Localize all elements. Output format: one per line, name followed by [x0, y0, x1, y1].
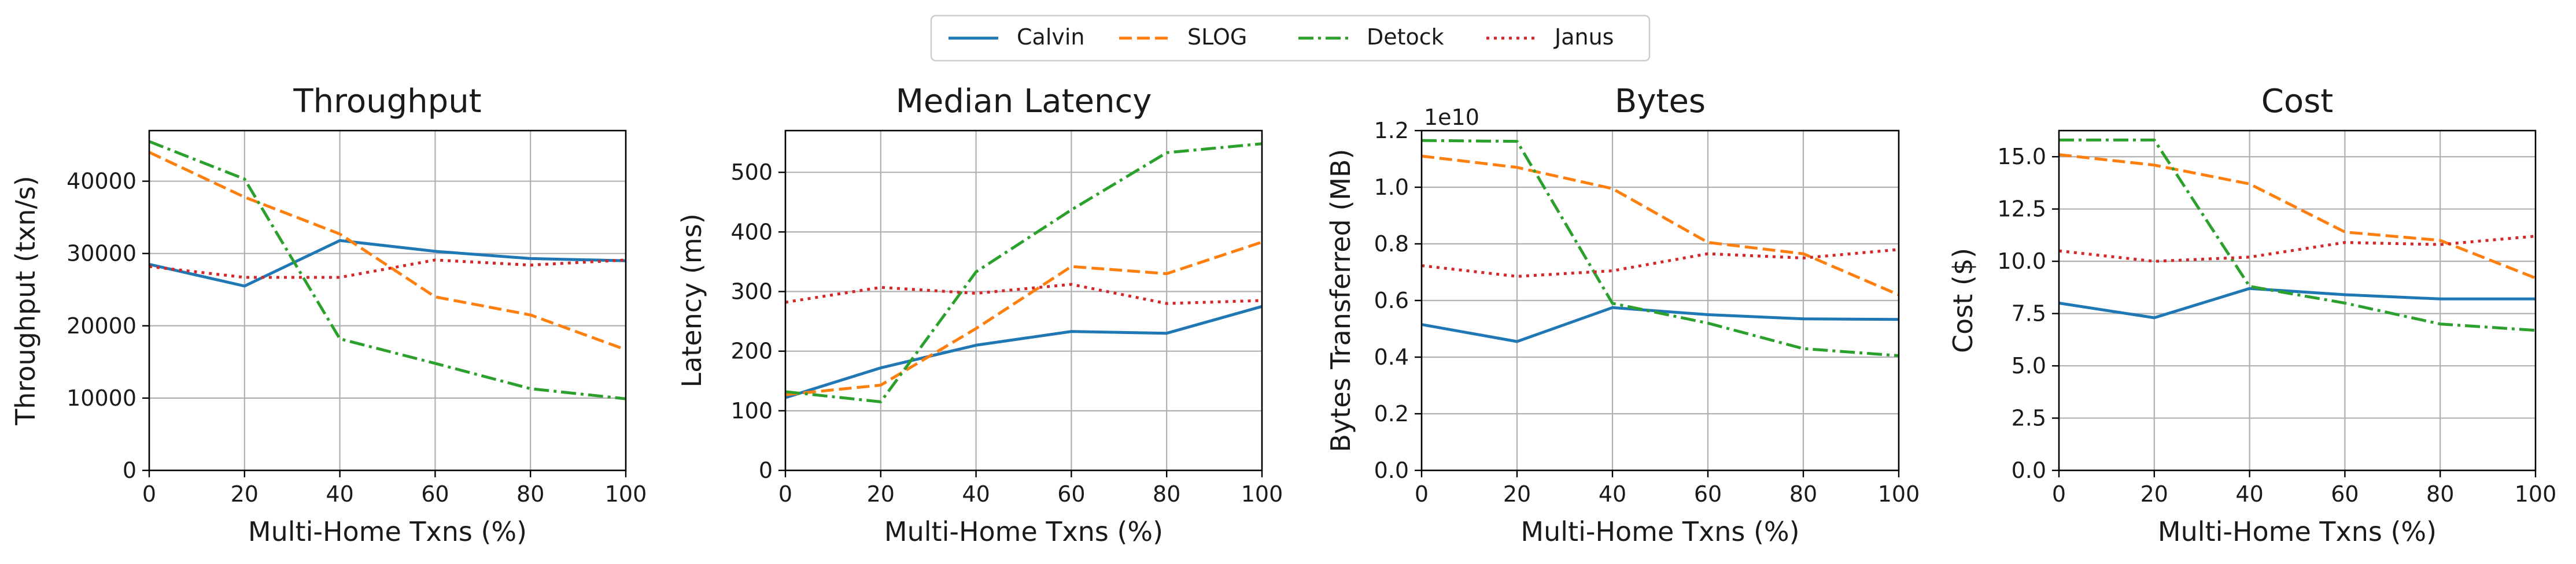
- series-line-detock: [149, 140, 626, 400]
- x-tick-label: 40: [962, 481, 990, 507]
- x-tick-label: 80: [1789, 481, 1817, 507]
- x-tick-label: 60: [2331, 481, 2359, 507]
- x-tick-label: 80: [2426, 481, 2454, 507]
- legend-label-janus: Janus: [1553, 24, 1614, 50]
- x-tick-label: 40: [1599, 481, 1626, 507]
- series-line-slog: [2058, 153, 2536, 280]
- y-axis-label: Latency (ms): [676, 213, 707, 387]
- series-line-detock: [785, 142, 1263, 403]
- y-tick-label: 20000: [67, 313, 136, 339]
- y-tick-label: 2.5: [2012, 406, 2046, 431]
- y-tick-label: 1.0: [1374, 175, 1409, 200]
- series-line-slog: [1421, 154, 1899, 296]
- x-axis-label: Multi-Home Txns (%): [248, 516, 527, 547]
- axes-frame: [148, 129, 627, 472]
- x-tick-label: 100: [1241, 481, 1283, 507]
- series-line-calvin: [2058, 287, 2536, 320]
- x-tick-label: 100: [1878, 481, 1920, 507]
- chart-title: Bytes: [1615, 83, 1706, 120]
- y-tick-label: 10000: [67, 385, 136, 411]
- panel-1: 0 20 40 60 80 100 0 10000 20000 30000 40000 Through…: [10, 83, 647, 547]
- chart-title: Median Latency: [896, 83, 1152, 120]
- y-tick-label: 400: [730, 219, 773, 244]
- series-line-calvin: [785, 305, 1263, 399]
- legend-label-detock: Detock: [1367, 24, 1444, 50]
- axis-offset-label: 1e10: [1424, 105, 1479, 130]
- x-tick-label: 0: [142, 481, 156, 507]
- x-tick-label: 20: [1503, 481, 1531, 507]
- legend-items: Calvin SLOG Detock Janus: [949, 24, 1614, 50]
- axes-frame: [784, 129, 1263, 472]
- legend-label-calvin: Calvin: [1017, 24, 1085, 50]
- y-tick-label: 0.0: [2012, 458, 2046, 483]
- x-axis-label: Multi-Home Txns (%): [884, 516, 1163, 547]
- panel-2: 0 20 40 60 80 100 0 100 200 300 400 500 Median Laten…: [676, 83, 1283, 547]
- y-tick-label: 0: [123, 458, 136, 483]
- axes-frame: [2058, 129, 2537, 472]
- y-tick-label: 0: [759, 458, 773, 483]
- x-tick-label: 80: [516, 481, 544, 507]
- series-line-slog: [148, 151, 626, 351]
- x-tick-label: 100: [2515, 481, 2557, 507]
- panel-3: 0 20 40 60 80 100 0.0 0.2 0.4 0.6 0.8 1.0 1.2 Bytes Mu…: [1325, 83, 1920, 547]
- legend-label-slog: SLOG: [1187, 24, 1247, 50]
- x-tick-label: 0: [1415, 481, 1429, 507]
- y-tick-label: 300: [730, 279, 773, 305]
- y-tick-label: 100: [730, 398, 773, 424]
- x-tick-label: 60: [1057, 481, 1085, 507]
- y-tick-label: 7.5: [2012, 301, 2046, 326]
- x-tick-label: 60: [1694, 481, 1722, 507]
- x-axis-label: Multi-Home Txns (%): [2158, 516, 2437, 547]
- y-axis-label: Throughput (txn/s): [10, 176, 41, 426]
- y-tick-label: 0.2: [1374, 401, 1409, 426]
- y-tick-label: 15.0: [1997, 144, 2046, 169]
- x-tick-label: 20: [231, 481, 259, 507]
- chart-title: Throughput: [293, 83, 481, 120]
- x-tick-label: 20: [867, 481, 895, 507]
- chart-title: Cost: [2261, 83, 2334, 120]
- series-line-calvin: [149, 239, 626, 288]
- y-tick-label: 12.5: [1997, 196, 2046, 222]
- y-tick-label: 30000: [67, 241, 136, 266]
- x-tick-label: 80: [1153, 481, 1180, 507]
- x-tick-label: 0: [778, 481, 792, 507]
- x-tick-label: 60: [421, 481, 449, 507]
- y-tick-label: 1.2: [1374, 118, 1409, 143]
- series-line-detock: [1421, 139, 1899, 357]
- legend: Calvin SLOG Detock Janus: [930, 14, 1651, 62]
- x-axis-label: Multi-Home Txns (%): [1520, 516, 1799, 547]
- y-tick-label: 500: [730, 159, 773, 185]
- series-line-detock: [2059, 138, 2536, 332]
- y-tick-label: 0.6: [1374, 288, 1409, 313]
- x-tick-label: 40: [2235, 481, 2263, 507]
- series-line-janus: [149, 258, 626, 279]
- legend-frame: [930, 14, 1651, 62]
- panels: 0 20 40 60 80 100010000200003000040000Through…: [10, 83, 2556, 547]
- y-tick-label: 0.0: [1374, 458, 1409, 483]
- x-tick-label: 100: [605, 481, 647, 507]
- series-line-slog: [785, 240, 1263, 396]
- y-tick-label: 200: [730, 339, 773, 364]
- y-axis-label: Bytes Transferred (MB): [1325, 149, 1356, 452]
- y-tick-label: 0.4: [1374, 344, 1409, 370]
- x-tick-label: 20: [2140, 481, 2168, 507]
- y-tick-label: 40000: [67, 169, 136, 194]
- series-line-janus: [1421, 248, 1899, 278]
- series-line-janus: [2058, 235, 2536, 263]
- series-line-calvin: [1421, 306, 1899, 343]
- panel-4: 0 20 40 60 80 100 0.0 2.5 5.0 7.5 10.0 12.5 15.0 Cost…: [1947, 83, 2556, 547]
- x-tick-label: 40: [326, 481, 353, 507]
- x-tick-label: 0: [2052, 481, 2066, 507]
- series-line-janus: [785, 283, 1263, 305]
- y-tick-label: 5.0: [2012, 353, 2046, 379]
- y-tick-label: 10.0: [1997, 248, 2046, 274]
- y-axis-label: Cost ($): [1947, 248, 1979, 353]
- y-tick-label: 0.8: [1374, 231, 1409, 257]
